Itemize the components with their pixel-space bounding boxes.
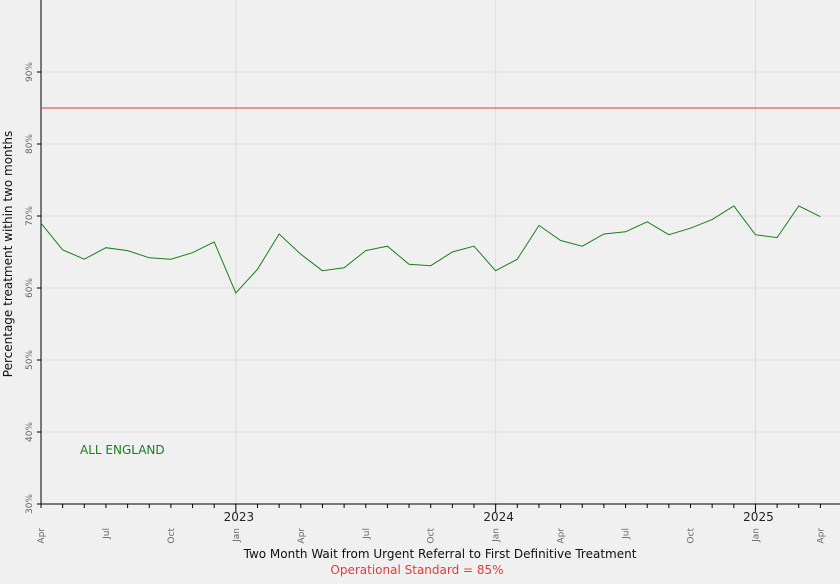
x-tick-label: Apr bbox=[37, 528, 47, 544]
series-line-all-england bbox=[40, 205, 821, 294]
year-label: 2025 bbox=[743, 510, 774, 524]
y-tick-label: 90% bbox=[25, 62, 35, 82]
y-tick-label: 60% bbox=[25, 278, 35, 298]
y-tick-label: 80% bbox=[25, 134, 35, 154]
operational-standard-label: Operational Standard = 85% bbox=[330, 563, 503, 577]
x-tick-label: Oct bbox=[687, 528, 697, 544]
y-tick-label: 70% bbox=[25, 206, 35, 226]
x-tick-label: Jan bbox=[232, 528, 242, 543]
x-tick-label: Jan bbox=[751, 528, 761, 543]
x-tick-label: Jan bbox=[492, 528, 502, 543]
x-tick-label: Jul bbox=[102, 528, 112, 540]
x-ticks: 2023 2024 2025 Apr Jul Oct Jan Apr Jul Oct Jan Apr J… bbox=[37, 504, 826, 544]
grid bbox=[41, 0, 840, 504]
x-tick-label: Oct bbox=[167, 528, 177, 544]
x-tick-label: Oct bbox=[427, 528, 437, 544]
y-tick-label: 30% bbox=[25, 494, 35, 514]
year-label: 2023 bbox=[224, 510, 255, 524]
y-tick-label: 50% bbox=[25, 350, 35, 370]
x-tick-label: Apr bbox=[816, 528, 826, 544]
y-axis-title: Percentage treatment within two months bbox=[1, 131, 15, 377]
y-ticks: 30% 40% 50% 60% 70% 80% 90% bbox=[25, 62, 41, 514]
x-tick-label: Jul bbox=[362, 528, 372, 540]
x-tick-label: Apr bbox=[297, 528, 307, 544]
x-axis-title: Two Month Wait from Urgent Referral to F… bbox=[243, 547, 637, 561]
x-tick-label: Apr bbox=[557, 528, 567, 544]
x-tick-label: Jul bbox=[622, 528, 632, 540]
series-label: ALL ENGLAND bbox=[80, 443, 165, 457]
y-tick-label: 40% bbox=[25, 422, 35, 442]
year-label: 2024 bbox=[483, 510, 514, 524]
